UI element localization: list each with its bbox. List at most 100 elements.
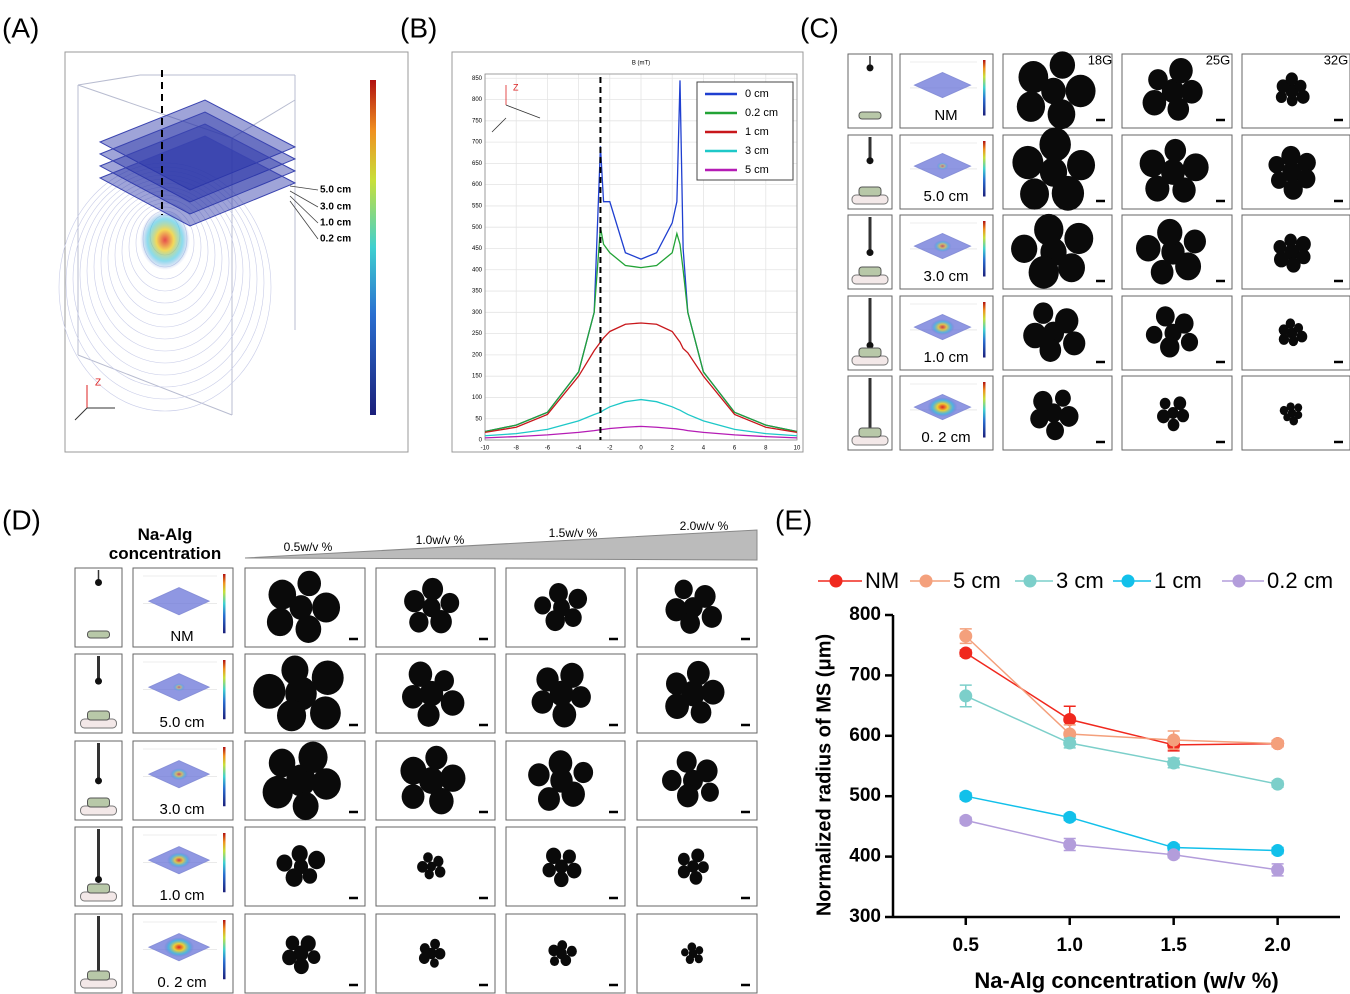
row-label: NM xyxy=(170,628,193,645)
microsphere xyxy=(440,765,465,792)
microsphere xyxy=(1148,69,1168,90)
x-axis-label: Na-Alg concentration (w/v %) xyxy=(974,968,1278,993)
microsphere xyxy=(688,942,697,951)
column-label: 25G xyxy=(1206,52,1231,67)
microsphere xyxy=(267,608,293,636)
needle-tip xyxy=(95,777,102,784)
microsphere xyxy=(435,866,446,877)
y-tick-label: 700 xyxy=(472,140,483,146)
microsphere xyxy=(549,750,573,776)
microsphere xyxy=(308,950,321,964)
legend-label: 5 cm xyxy=(745,164,769,176)
figure: (A)(B)(C)(D)(E)5.0 cm3.0 cm1.0 cm0.2 cmZ… xyxy=(0,0,1350,994)
microsphere xyxy=(1039,339,1061,362)
y-tick-label: 600 xyxy=(849,725,881,746)
y-tick-label: 300 xyxy=(472,310,483,316)
microsphere xyxy=(1018,61,1048,93)
microsphere xyxy=(561,781,584,806)
x-tick-label: -8 xyxy=(514,446,520,452)
microsphere xyxy=(425,869,434,879)
y-tick-label: 50 xyxy=(475,416,482,422)
microsphere xyxy=(1145,176,1169,202)
magnet xyxy=(88,711,110,720)
series-line xyxy=(966,636,1278,744)
data-point xyxy=(959,814,972,827)
microsphere xyxy=(1184,229,1206,253)
microsphere xyxy=(538,787,560,811)
microsphere xyxy=(292,845,308,862)
legend-label: NM xyxy=(865,568,899,593)
y-axis-label: Normalized radius of MS (μm) xyxy=(813,634,835,916)
microsphere xyxy=(573,762,593,783)
x-tick-label: 2.0 xyxy=(1264,935,1290,956)
microsphere xyxy=(1012,146,1043,179)
magnet xyxy=(88,971,110,980)
data-point xyxy=(959,790,972,803)
distance-label: 3.0 cm xyxy=(320,202,351,213)
needle-tip xyxy=(95,876,102,883)
column-label: 18G xyxy=(1088,52,1113,67)
microsphere xyxy=(702,606,722,628)
microsphere xyxy=(571,686,591,708)
microsphere xyxy=(286,936,300,951)
microsphere xyxy=(404,590,425,612)
data-point xyxy=(1063,838,1076,851)
microsphere xyxy=(567,946,577,957)
microsphere xyxy=(303,868,317,884)
sim-colorbar xyxy=(983,221,986,277)
microsphere xyxy=(678,865,690,878)
microsphere xyxy=(1067,150,1095,180)
legend-marker xyxy=(1233,575,1246,588)
microsphere xyxy=(1029,256,1059,289)
column-label: 2.0w/v % xyxy=(680,519,729,533)
microsphere xyxy=(545,610,564,631)
hot-spot xyxy=(928,397,958,417)
hot-spot xyxy=(173,683,185,691)
y-tick-label: 200 xyxy=(472,352,483,358)
microsphere xyxy=(282,950,296,966)
hot-spot xyxy=(164,937,194,957)
row-label: 3.0 cm xyxy=(159,801,204,818)
microsphere xyxy=(680,613,700,634)
distance-label: 1.0 cm xyxy=(320,218,351,229)
microsphere xyxy=(1297,90,1310,104)
microsphere xyxy=(1046,421,1064,440)
data-point xyxy=(1167,756,1180,769)
microsphere xyxy=(1289,416,1298,425)
microsphere xyxy=(268,580,296,610)
y-tick-label: 150 xyxy=(472,374,483,380)
y-tick-label: 800 xyxy=(472,97,483,103)
microsphere xyxy=(1033,302,1053,324)
microsphere xyxy=(561,955,572,966)
sim-colorbar xyxy=(223,833,226,892)
microsphere xyxy=(568,589,587,609)
magnet xyxy=(88,798,110,807)
microsphere xyxy=(277,854,293,871)
microsphere xyxy=(694,585,715,608)
legend-label: 1 cm xyxy=(1154,568,1202,593)
sim-colorbar xyxy=(983,382,986,438)
magnet xyxy=(859,428,881,437)
data-point xyxy=(1063,811,1076,824)
legend-marker xyxy=(920,575,933,588)
y-tick-label: 350 xyxy=(472,289,483,295)
row-label: 3.0 cm xyxy=(923,268,968,285)
data-point xyxy=(1271,863,1284,876)
panel-label: (D) xyxy=(2,504,41,535)
microsphere xyxy=(552,702,576,728)
microsphere xyxy=(536,667,558,691)
y-tick-label: 450 xyxy=(472,246,483,252)
data-point xyxy=(959,689,972,702)
axis-indicator: Z xyxy=(513,82,519,92)
legend-label: 1 cm xyxy=(745,126,769,138)
row-label: NM xyxy=(934,107,957,124)
microsphere xyxy=(1146,326,1163,344)
legend-label: 5 cm xyxy=(953,568,1001,593)
microsphere xyxy=(1055,390,1071,407)
y-tick-label: 750 xyxy=(472,118,483,124)
microsphere xyxy=(1286,318,1295,328)
microsphere xyxy=(1140,150,1166,178)
x-tick-label: -6 xyxy=(545,446,551,452)
microsphere xyxy=(1157,409,1170,423)
axis-indicator: Z xyxy=(95,378,101,389)
